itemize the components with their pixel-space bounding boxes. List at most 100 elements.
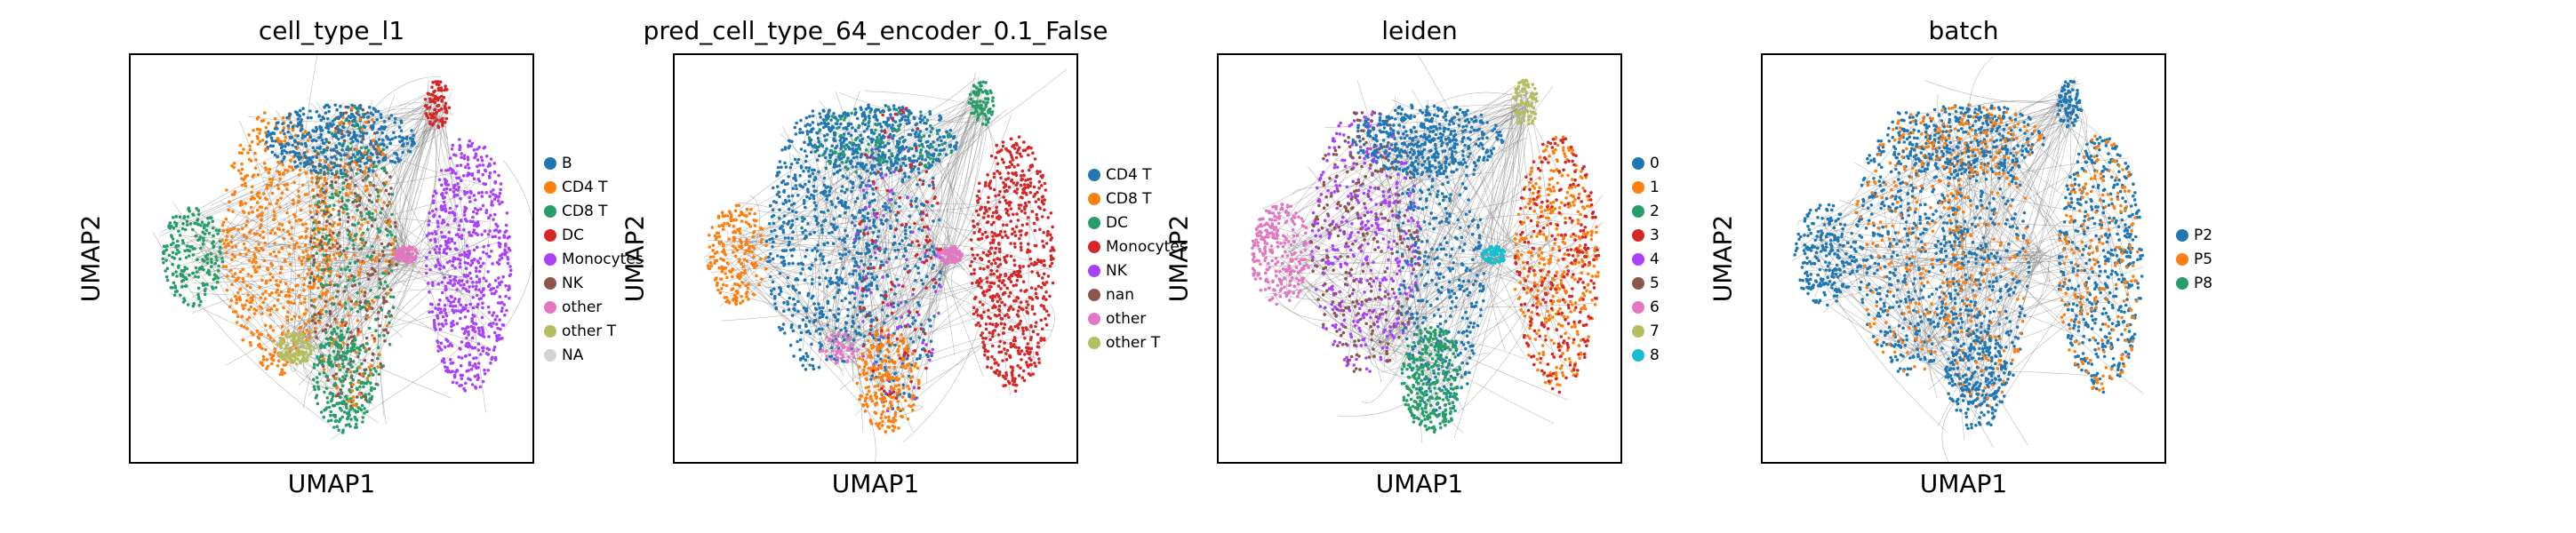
cell-point bbox=[337, 200, 340, 203]
cell-point bbox=[428, 219, 431, 223]
cell-point bbox=[381, 156, 386, 161]
cell-point bbox=[877, 133, 882, 137]
cell-point bbox=[452, 257, 455, 260]
cell-point bbox=[356, 310, 360, 314]
cell-point bbox=[493, 212, 497, 217]
edge-line bbox=[304, 258, 404, 349]
cell-point bbox=[287, 126, 291, 131]
edge-line bbox=[849, 169, 926, 190]
cell-point bbox=[307, 257, 311, 261]
cell-point bbox=[930, 354, 933, 358]
cell-point bbox=[410, 129, 413, 132]
cell-point bbox=[343, 306, 348, 310]
cell-point bbox=[372, 145, 375, 148]
cell-point bbox=[359, 267, 363, 271]
cell-point bbox=[440, 192, 444, 196]
cell-point bbox=[270, 362, 274, 366]
cell-point bbox=[736, 273, 740, 277]
cell-point bbox=[904, 249, 908, 253]
cell-point bbox=[285, 169, 290, 172]
cell-point bbox=[301, 251, 305, 254]
cell-point bbox=[315, 210, 319, 213]
cell-point bbox=[828, 189, 832, 193]
cell-point bbox=[759, 234, 763, 237]
cell-point bbox=[473, 346, 477, 350]
cell-point bbox=[350, 374, 354, 378]
cell-point bbox=[196, 238, 200, 242]
cell-point bbox=[358, 134, 363, 138]
edge-line bbox=[790, 181, 1024, 328]
cell-point bbox=[165, 244, 169, 248]
cell-point bbox=[722, 248, 726, 251]
cell-point bbox=[715, 259, 719, 263]
cell-point bbox=[444, 116, 449, 121]
cell-point bbox=[804, 166, 808, 170]
cell-point bbox=[822, 242, 826, 246]
cell-point bbox=[341, 365, 345, 369]
cell-point bbox=[338, 222, 341, 227]
cell-point bbox=[508, 249, 512, 252]
y-axis-label: UMAP2 bbox=[76, 214, 106, 303]
cell-point bbox=[230, 245, 234, 250]
cell-point bbox=[340, 354, 344, 358]
edge-line bbox=[793, 244, 1053, 274]
cell-point bbox=[892, 372, 897, 376]
cell-point bbox=[497, 173, 500, 178]
cell-point bbox=[268, 272, 272, 276]
cell-point bbox=[352, 275, 356, 279]
cell-point bbox=[268, 178, 272, 181]
cell-point bbox=[256, 208, 260, 212]
cell-point bbox=[732, 224, 736, 228]
cell-point bbox=[240, 227, 244, 231]
cell-point bbox=[336, 247, 340, 251]
cell-point bbox=[368, 397, 372, 401]
cell-point bbox=[744, 283, 748, 288]
edge-line bbox=[880, 163, 891, 330]
cell-point bbox=[383, 280, 388, 284]
cell-point bbox=[222, 242, 226, 245]
cell-point bbox=[445, 223, 450, 227]
cell-point bbox=[362, 243, 366, 248]
cell-point bbox=[342, 410, 347, 414]
cell-point bbox=[836, 290, 840, 295]
cell-point bbox=[821, 211, 826, 214]
cell-point bbox=[351, 378, 355, 382]
cell-point bbox=[240, 151, 244, 155]
cell-point bbox=[852, 141, 856, 146]
cell-point bbox=[393, 116, 397, 121]
cell-point bbox=[290, 347, 294, 352]
cell-point bbox=[268, 325, 273, 330]
cell-point bbox=[812, 313, 817, 317]
cell-point bbox=[302, 352, 307, 355]
legend-marker bbox=[544, 348, 556, 362]
cell-point bbox=[469, 367, 474, 371]
cell-point bbox=[341, 400, 346, 403]
cell-point bbox=[241, 277, 245, 281]
plot-area bbox=[673, 53, 1078, 464]
cell-point bbox=[333, 180, 338, 185]
legend-label: CD4 T bbox=[562, 178, 608, 196]
cell-point bbox=[292, 314, 297, 319]
cell-point bbox=[715, 235, 719, 239]
cell-point bbox=[495, 314, 499, 318]
cell-point bbox=[460, 340, 464, 344]
cell-point bbox=[317, 263, 322, 266]
cell-point bbox=[433, 237, 437, 241]
cell-point bbox=[296, 141, 300, 146]
cell-point bbox=[814, 329, 818, 333]
edge-line bbox=[781, 126, 885, 320]
cell-point bbox=[203, 282, 207, 287]
cell-point bbox=[388, 192, 391, 196]
cell-point bbox=[495, 260, 500, 265]
cell-point bbox=[362, 115, 365, 119]
cell-point bbox=[249, 296, 253, 300]
edge-line bbox=[283, 340, 307, 351]
cell-point bbox=[498, 229, 502, 233]
edge-line bbox=[850, 155, 934, 354]
cell-point bbox=[224, 251, 228, 255]
cell-point bbox=[347, 233, 351, 237]
cell-point bbox=[326, 241, 330, 245]
cell-point bbox=[349, 347, 354, 352]
cell-point bbox=[373, 209, 378, 212]
cell-point bbox=[240, 183, 244, 187]
